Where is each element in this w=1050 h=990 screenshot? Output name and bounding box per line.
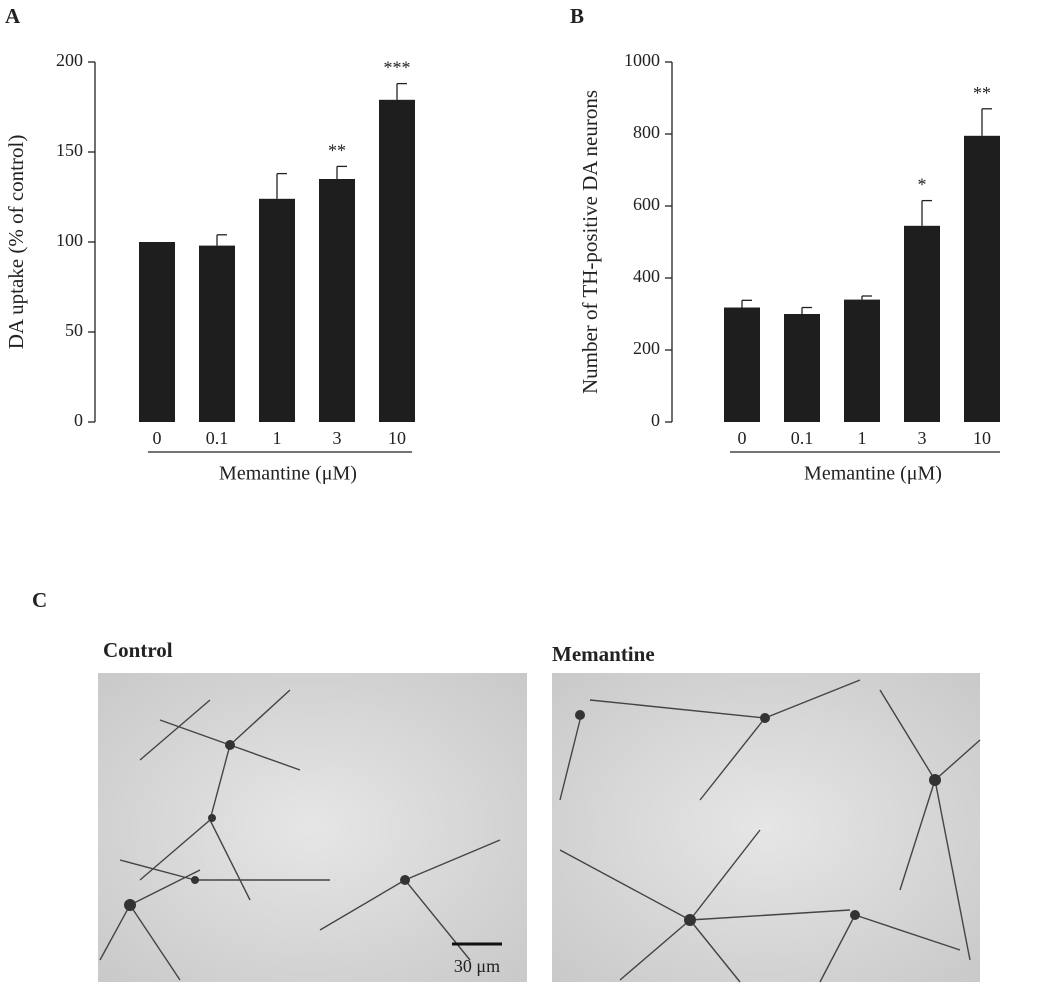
bar xyxy=(379,99,415,423)
bar xyxy=(199,245,235,422)
x-tick-label: 0 xyxy=(738,428,747,448)
y-tick-label: 200 xyxy=(633,338,660,358)
micrograph: 30 μm xyxy=(98,673,527,982)
y-axis-label: Number of TH-positive DA neurons xyxy=(578,90,602,394)
x-axis-label: Memantine (μM) xyxy=(219,463,357,485)
panel-label: B xyxy=(570,4,584,28)
y-tick-label: 600 xyxy=(633,194,660,214)
bar xyxy=(724,307,760,422)
panel-label: A xyxy=(5,4,21,28)
bar xyxy=(904,225,940,422)
y-tick-label: 0 xyxy=(74,410,83,430)
x-tick-label: 3 xyxy=(918,428,927,448)
significance: ** xyxy=(973,83,991,103)
x-tick-label: 10 xyxy=(388,428,406,448)
y-tick-label: 800 xyxy=(633,122,660,142)
bar xyxy=(964,135,1000,423)
bar xyxy=(319,179,355,422)
y-tick-label: 50 xyxy=(65,320,83,340)
bar xyxy=(139,242,175,422)
x-tick-label: 1 xyxy=(858,428,867,448)
bar xyxy=(784,314,820,422)
x-tick-label: 10 xyxy=(973,428,991,448)
significance: * xyxy=(918,175,927,195)
image-title: Control xyxy=(103,638,173,662)
x-axis-label: Memantine (μM) xyxy=(804,463,942,485)
x-tick-label: 0.1 xyxy=(791,428,814,448)
bar xyxy=(259,198,295,422)
x-tick-label: 3 xyxy=(333,428,342,448)
y-tick-label: 200 xyxy=(56,50,83,70)
y-tick-label: 1000 xyxy=(624,50,660,70)
y-tick-label: 100 xyxy=(56,230,83,250)
panel-label: C xyxy=(32,588,47,612)
y-tick-label: 0 xyxy=(651,410,660,430)
image-title: Memantine xyxy=(552,642,655,666)
x-tick-label: 1 xyxy=(273,428,282,448)
y-tick-label: 400 xyxy=(633,266,660,286)
x-tick-label: 0 xyxy=(153,428,162,448)
bar xyxy=(844,299,880,422)
y-tick-label: 150 xyxy=(56,140,83,160)
y-axis-label: DA uptake (% of control) xyxy=(4,135,28,350)
significance: *** xyxy=(384,58,411,78)
x-tick-label: 0.1 xyxy=(206,428,229,448)
significance: ** xyxy=(328,141,346,161)
scale-bar-label: 30 μm xyxy=(454,956,500,976)
micrograph xyxy=(552,673,981,983)
